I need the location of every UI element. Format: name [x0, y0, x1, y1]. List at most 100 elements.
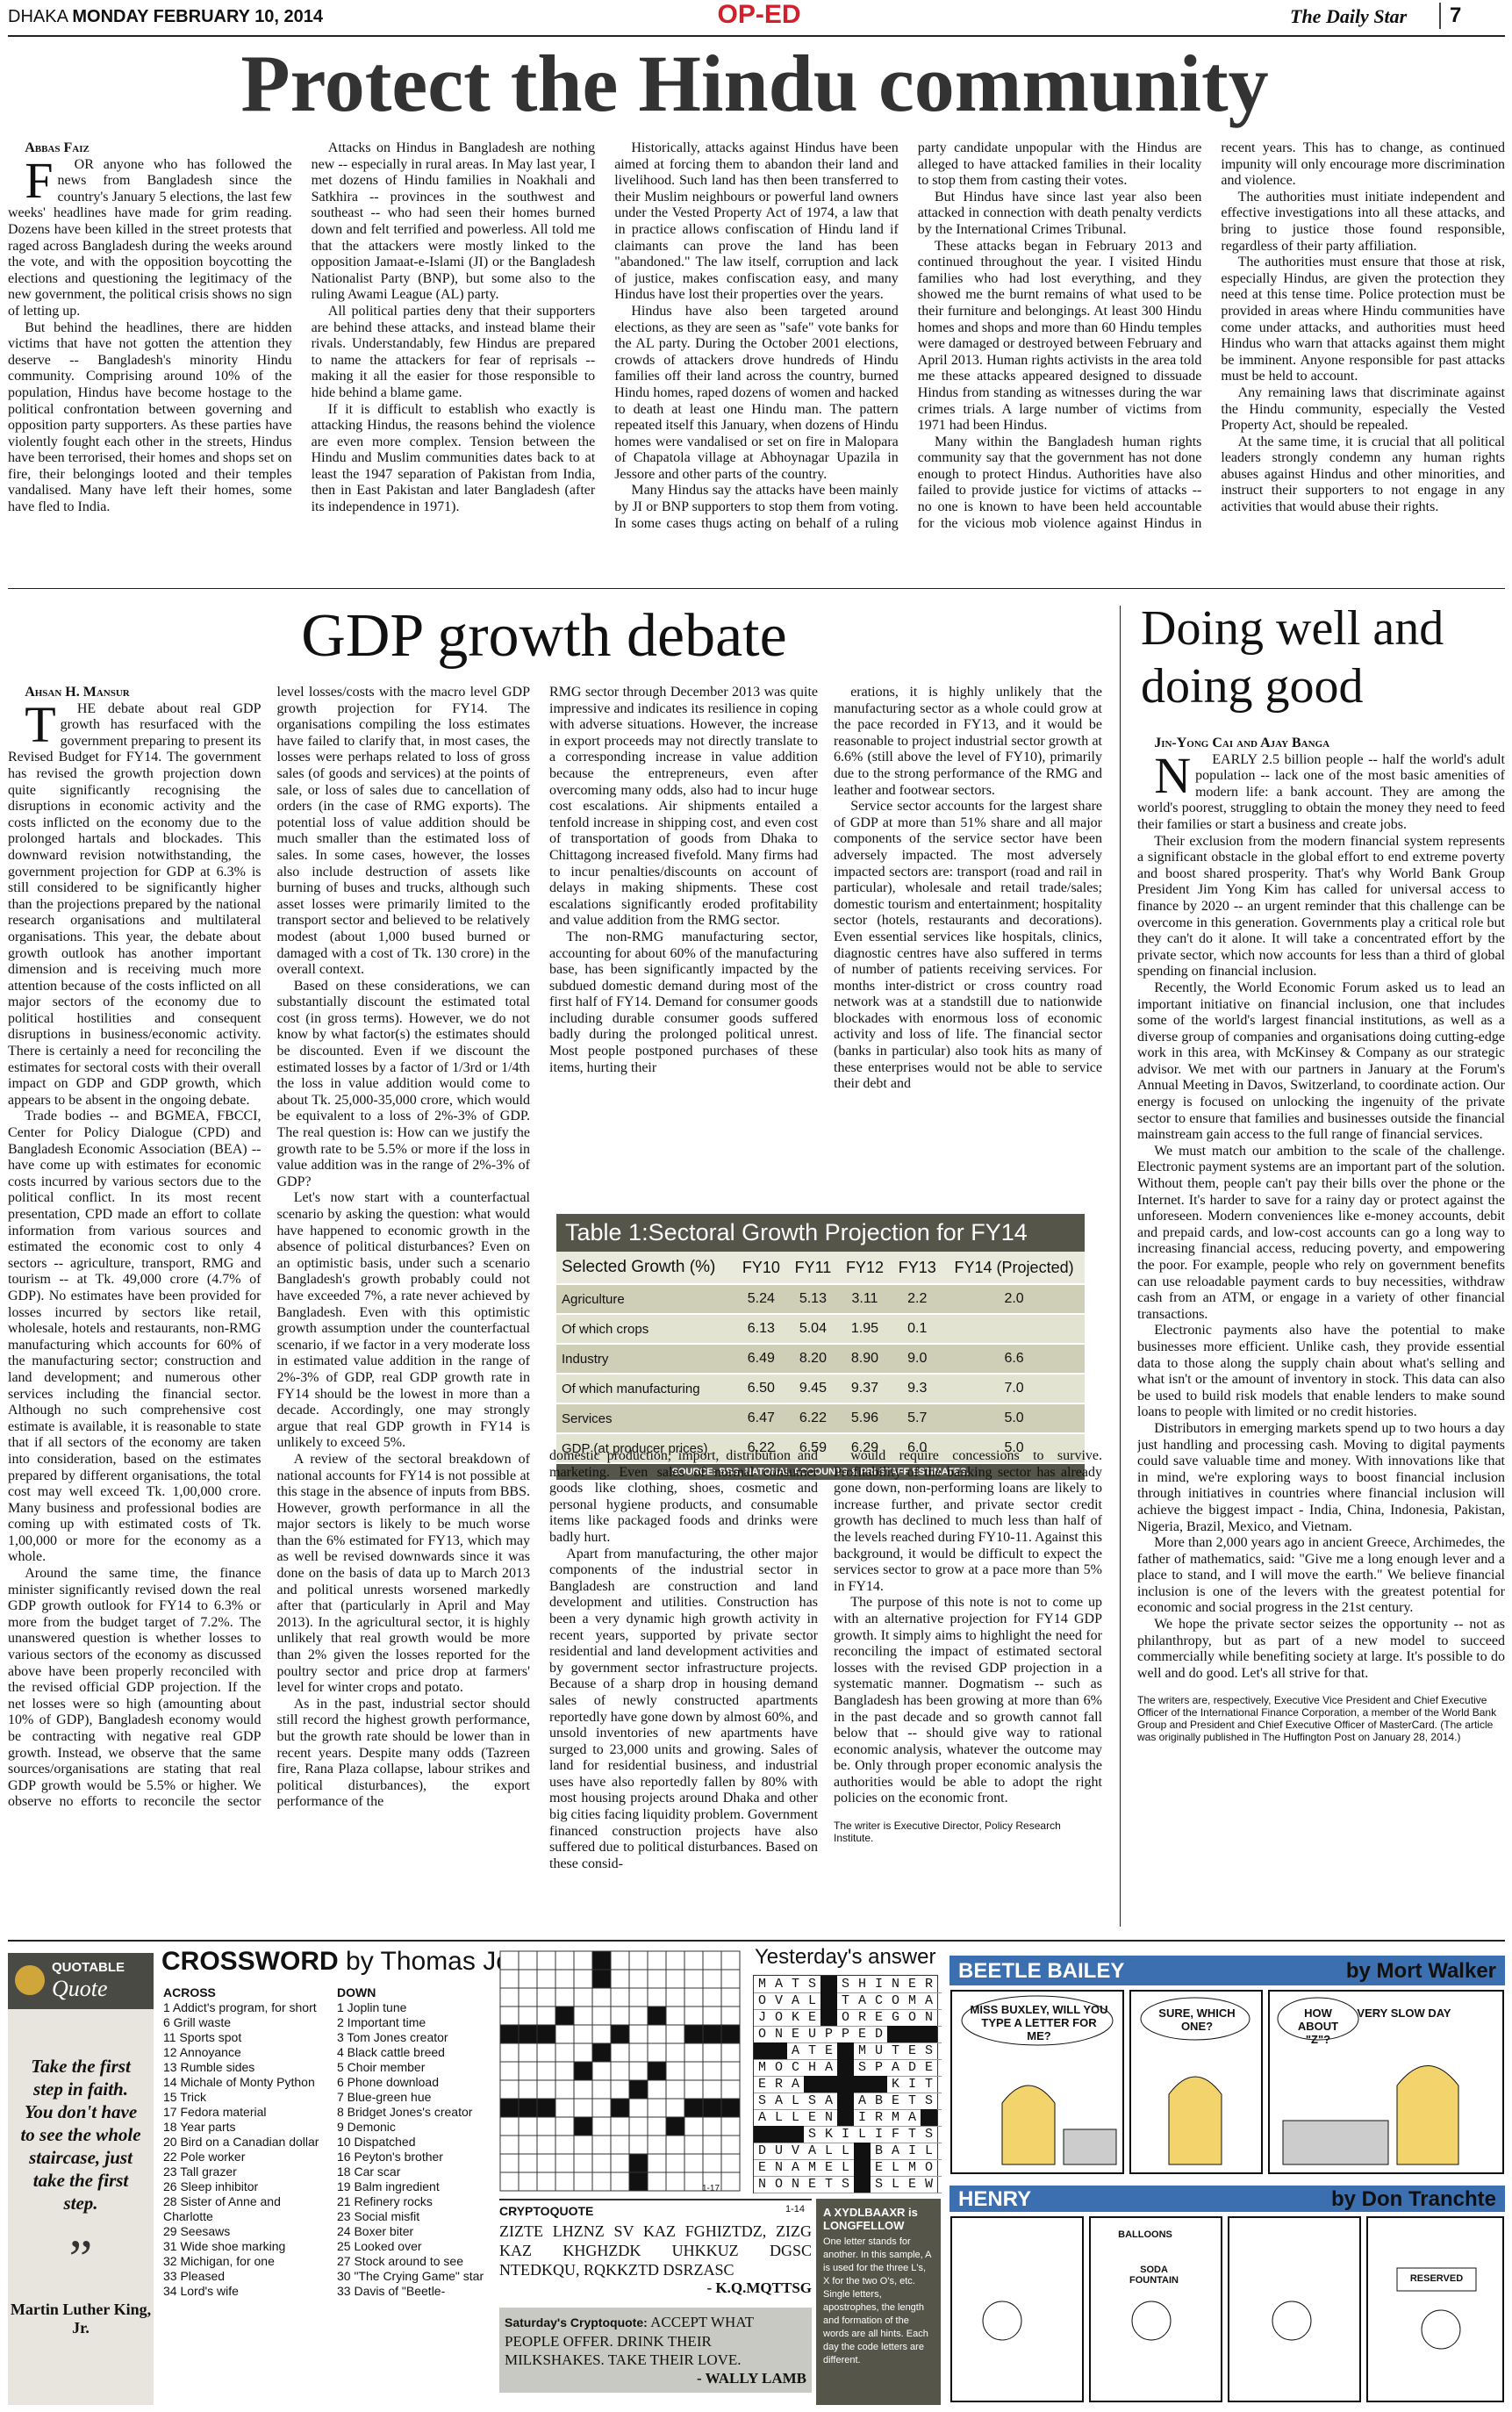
cell — [628, 1987, 649, 2007]
paragraph: As in the past, industrial sector should… — [276, 1696, 531, 1810]
cell — [684, 2116, 704, 2136]
figure — [1272, 2301, 1312, 2341]
previous-label: Saturday's Cryptoquote: — [505, 2315, 648, 2329]
answer-row: ENAMEL ELMO — [754, 2159, 942, 2177]
cell — [518, 1950, 538, 1971]
cell — [665, 2079, 685, 2100]
divider — [1439, 3, 1441, 29]
paragraph: Attacks on Hindus in Bangladesh are noth… — [311, 140, 596, 303]
table-cell: Services — [556, 1403, 735, 1434]
black-cell — [720, 2098, 741, 2118]
article-body: RMG sector through December 2013 was qui… — [549, 685, 1102, 1208]
table: Selected Growth (%) FY10 FY11 FY12 FY13 FY14 … — [556, 1252, 1085, 1464]
cell — [720, 1950, 741, 1971]
black-cell — [820, 1992, 837, 2009]
cell — [499, 2172, 520, 2192]
clue: 21 Refinery rocks — [337, 2194, 433, 2208]
table-cell: 5.0 — [943, 1433, 1085, 1464]
clue: 7 Blue-green hue — [337, 2090, 432, 2104]
quote-mark: ” — [68, 2229, 93, 2287]
cell — [647, 2172, 667, 2192]
cell — [684, 2042, 704, 2063]
clue: 1 Addict's program, for short — [163, 2000, 317, 2014]
cell — [720, 2006, 741, 2026]
cell — [628, 2061, 649, 2081]
answer-row: SKILIFTS — [754, 2126, 942, 2143]
panel — [1366, 2216, 1504, 2402]
black-cell — [820, 1976, 837, 1992]
cell — [720, 2135, 741, 2155]
cell — [720, 2116, 741, 2136]
paragraph: These attacks began in February 2013 and… — [917, 238, 1202, 434]
black-cell — [754, 2042, 770, 2059]
paragraph: A review of the sectoral breakdown of na… — [276, 1451, 531, 1696]
table-cell: 6.22 — [735, 1433, 788, 1464]
cell — [536, 2116, 556, 2136]
table-cell: 2.0 — [943, 1284, 1085, 1315]
cell — [536, 1987, 556, 2007]
quote-icon — [15, 1965, 45, 1995]
cell — [647, 1987, 667, 2007]
black-cell — [770, 2126, 787, 2143]
clue: 17 Fedora material — [163, 2105, 267, 2119]
cell — [720, 2079, 741, 2100]
comic-author: by Mort Walker — [1345, 1959, 1496, 1983]
black-cell — [591, 2042, 612, 2063]
column-header: FY11 — [787, 1252, 839, 1285]
answer-row: OVAL TACOMA — [754, 1992, 942, 2010]
section-rule — [8, 1940, 1505, 1942]
cell — [702, 2116, 722, 2136]
masthead: The Daily Star — [1290, 5, 1408, 27]
quote-author: Martin Luther King, Jr. — [10, 2301, 152, 2337]
black-cell — [647, 2061, 667, 2081]
answer-row: NONETS SLEW — [754, 2176, 942, 2193]
clue: 18 Car scar — [337, 2164, 401, 2179]
table-row: Industry 6.49 8.20 8.90 9.0 6.6 — [556, 1344, 1085, 1375]
black-cell — [854, 2143, 871, 2159]
table-cell: 7.0 — [943, 1374, 1085, 1404]
cell — [702, 2079, 722, 2100]
comic-banner: BEETLE BAILEY by Mort Walker — [949, 1956, 1505, 1985]
black-cell — [665, 2116, 685, 2136]
clue: 18 Year parts — [163, 2120, 236, 2134]
clue: 20 Bird on a Canadian dollar — [163, 2135, 319, 2149]
cell — [647, 1950, 667, 1971]
cell — [684, 2153, 704, 2173]
table-source: SOURCE: BBS, NATONAL ACCOUNTS & PRI STAF… — [556, 1464, 1085, 1480]
cell — [555, 2024, 575, 2044]
cell — [684, 1987, 704, 2007]
cell — [555, 2116, 575, 2136]
column-rule — [1120, 606, 1121, 1927]
black-cell — [837, 2109, 854, 2126]
page-number: 7 — [1450, 4, 1462, 27]
table-cell: 9.3 — [891, 1374, 944, 1404]
cell — [499, 2042, 520, 2063]
cryptoquote-author: - K.Q.MQTTSG — [706, 2279, 812, 2296]
paragraph: Electronic payments also have the potent… — [1137, 1323, 1505, 1420]
crossword-grid — [499, 1950, 741, 2192]
cell — [720, 2153, 741, 2173]
black-cell — [573, 2061, 593, 2081]
cell — [628, 1969, 649, 1989]
key-text: One letter stands for another. In this s… — [823, 2236, 931, 2365]
table-cell: 5.13 — [787, 1284, 839, 1315]
answer-row: ALLEN IRMA — [754, 2109, 942, 2127]
table-cell: 6.47 — [735, 1403, 788, 1434]
table-cell: 6.49 — [735, 1344, 788, 1375]
answer-row: ERA KIT — [754, 2076, 942, 2093]
quote-label: QUOTABLE — [52, 1960, 125, 1975]
clue: 26 Sleep inhibitor — [163, 2179, 259, 2193]
typewriter — [1063, 2128, 1117, 2165]
cell — [591, 2116, 612, 2136]
article-body: Jin-Yong Cai and Ajay Banga NEARLY 2.5 bi… — [1137, 736, 1505, 1927]
cell — [518, 1987, 538, 2007]
paragraph: THE debate about real GDP growth has res… — [8, 695, 262, 1108]
speech-balloon — [1140, 1997, 1250, 2041]
cell — [720, 1987, 741, 2007]
figure — [1131, 2301, 1172, 2341]
paragraph: More than 2,000 years ago in ancient Gre… — [1137, 1535, 1505, 1616]
comic-title: HENRY — [958, 2187, 1032, 2211]
black-cell — [684, 2098, 704, 2118]
cell — [702, 2153, 722, 2173]
cell — [665, 1969, 685, 1989]
